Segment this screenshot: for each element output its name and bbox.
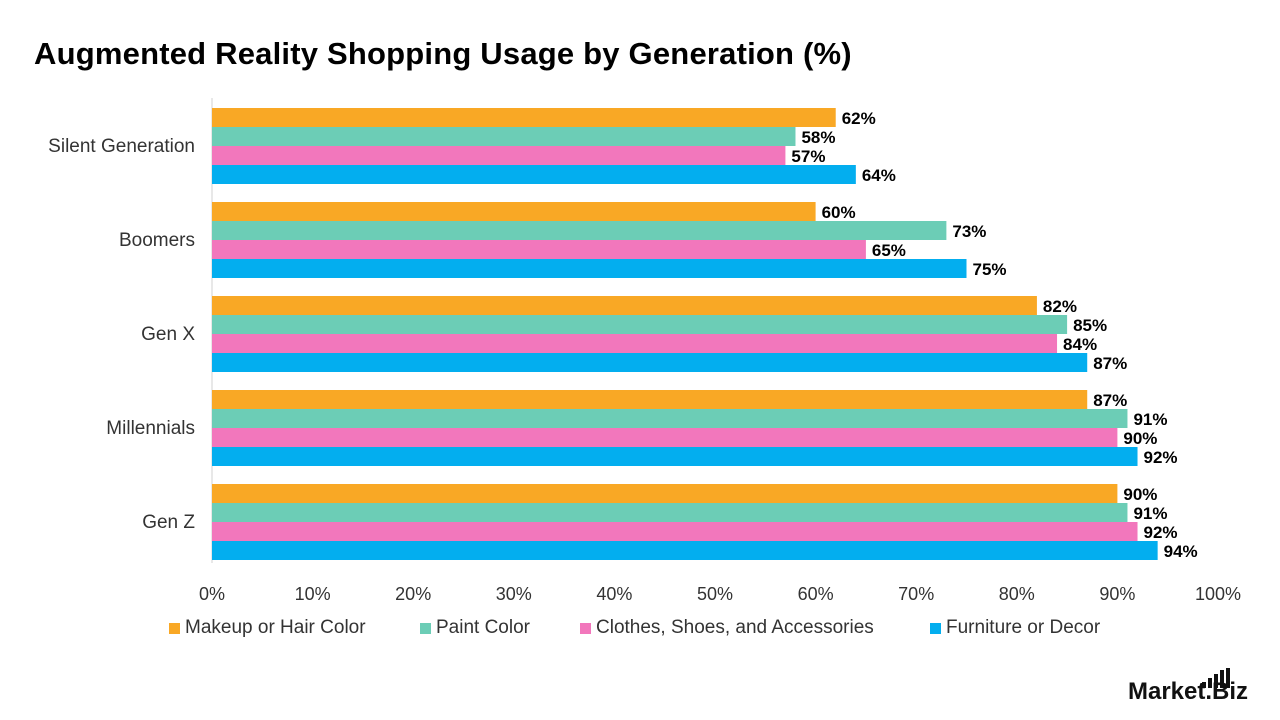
bar: [212, 390, 1088, 409]
legend-label: Paint Color: [436, 617, 530, 638]
bar: [212, 541, 1158, 560]
bar: [212, 503, 1128, 522]
legend-swatch: [580, 622, 591, 634]
bar: [212, 296, 1037, 315]
x-tick-label: 80%: [999, 584, 1035, 604]
bar: [212, 484, 1118, 503]
data-label: 91%: [1133, 504, 1167, 523]
category-label: Silent Generation: [48, 136, 195, 157]
legend-item: Makeup or Hair Color: [169, 617, 366, 639]
bar: [212, 409, 1128, 428]
legend-item: Paint Color: [420, 617, 530, 639]
data-label: 92%: [1144, 523, 1178, 542]
x-tick-label: 40%: [596, 584, 632, 604]
legend-swatch: [420, 622, 431, 634]
bar: [212, 240, 866, 259]
category-label: Gen Z: [142, 512, 195, 533]
data-label: 91%: [1133, 410, 1167, 429]
data-label: 64%: [862, 166, 896, 185]
data-label: 57%: [791, 147, 825, 166]
bar: [212, 202, 816, 221]
legend-label: Makeup or Hair Color: [185, 617, 366, 638]
legend: Makeup or Hair Color Paint Color Clothes, …: [0, 617, 1280, 641]
x-tick-label: 0%: [199, 584, 225, 604]
data-label: 60%: [822, 203, 856, 222]
x-tick-label: 30%: [496, 584, 532, 604]
category-label: Boomers: [119, 230, 195, 251]
bar: [212, 127, 796, 146]
x-tick-label: 90%: [1099, 584, 1135, 604]
data-label: 90%: [1123, 429, 1157, 448]
data-label: 94%: [1164, 542, 1198, 561]
data-label: 82%: [1043, 297, 1077, 316]
data-label: 87%: [1093, 354, 1127, 373]
x-tick-label: 20%: [395, 584, 431, 604]
data-label: 84%: [1063, 335, 1097, 354]
category-label: Millennials: [106, 418, 195, 439]
bar: [212, 165, 856, 184]
data-label: 90%: [1123, 485, 1157, 504]
bar: [212, 522, 1138, 541]
x-tick-label: 100%: [1195, 584, 1241, 604]
legend-label: Furniture or Decor: [946, 617, 1101, 638]
x-tick-label: 70%: [898, 584, 934, 604]
x-tick-label: 10%: [295, 584, 331, 604]
bar: [212, 315, 1068, 334]
signal-bars-icon: [1202, 668, 1230, 688]
data-label: 75%: [973, 260, 1007, 279]
brand-name: Market.Biz: [1128, 678, 1249, 705]
bar: [212, 259, 967, 278]
bar: [212, 221, 947, 240]
data-label: 58%: [801, 128, 835, 147]
legend-swatch: [930, 622, 941, 634]
data-label: 62%: [842, 109, 876, 128]
data-label: 65%: [872, 241, 906, 260]
bar: [212, 108, 836, 127]
bar: [212, 334, 1058, 353]
category-label: Gen X: [141, 324, 195, 345]
x-tick-label: 60%: [798, 584, 834, 604]
data-label: 87%: [1093, 391, 1127, 410]
chart-title: Augmented Reality Shopping Usage by Gene…: [34, 36, 852, 71]
data-label: 92%: [1144, 448, 1178, 467]
data-label: 73%: [952, 222, 986, 241]
data-label: 85%: [1073, 316, 1107, 335]
bar: [212, 353, 1088, 372]
legend-item: Clothes, Shoes, and Accessories: [580, 617, 874, 639]
legend-item: Furniture or Decor: [930, 617, 1100, 639]
bar: [212, 447, 1138, 466]
bar: [212, 428, 1118, 447]
legend-label: Clothes, Shoes, and Accessories: [596, 617, 874, 638]
x-tick-label: 50%: [697, 584, 733, 604]
bar: [212, 146, 786, 165]
legend-swatch: [169, 622, 180, 634]
brand-logo: Market.Biz: [1128, 668, 1256, 708]
